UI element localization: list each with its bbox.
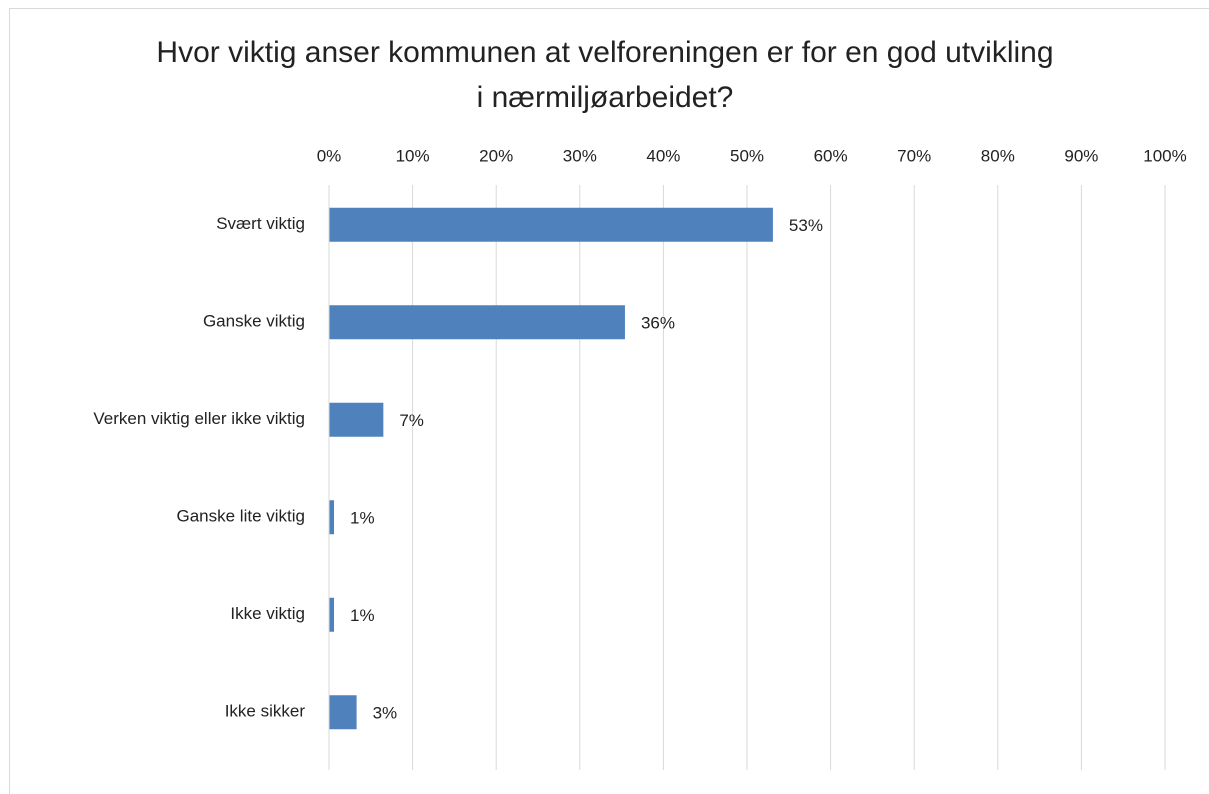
- data-label: 1%: [350, 606, 375, 625]
- bar: [329, 305, 625, 340]
- y-tick-label: Verken viktig eller ikke viktig: [93, 409, 305, 428]
- data-label: 1%: [350, 509, 375, 528]
- y-tick-label: Svært viktig: [216, 214, 305, 233]
- x-tick-label: 70%: [897, 146, 931, 165]
- y-tick-label: Ikke viktig: [230, 604, 305, 623]
- chart-title: Hvor viktig anser kommunen at velforenin…: [156, 36, 1054, 114]
- data-label: 53%: [789, 216, 823, 235]
- x-tick-label: 80%: [981, 146, 1015, 165]
- x-tick-label: 100%: [1143, 146, 1186, 165]
- x-tick-label: 40%: [646, 146, 680, 165]
- data-label: 7%: [399, 411, 424, 430]
- bar: [329, 695, 357, 730]
- bar: [329, 207, 773, 242]
- x-tick-label: 90%: [1064, 146, 1098, 165]
- chart-border: [9, 8, 1209, 794]
- x-tick-label: 30%: [563, 146, 597, 165]
- y-tick-label: Ikke sikker: [225, 702, 306, 721]
- bar: [329, 402, 384, 437]
- x-tick-label: 10%: [396, 146, 430, 165]
- data-label: 3%: [373, 704, 398, 723]
- bar: [329, 597, 335, 632]
- bar: [329, 500, 335, 535]
- y-tick-label: Ganske viktig: [203, 312, 305, 331]
- x-tick-label: 60%: [814, 146, 848, 165]
- x-tick-label: 20%: [479, 146, 513, 165]
- x-tick-label: 50%: [730, 146, 764, 165]
- y-tick-label: Ganske lite viktig: [177, 507, 306, 526]
- data-label: 36%: [641, 314, 675, 333]
- x-tick-label: 0%: [317, 146, 342, 165]
